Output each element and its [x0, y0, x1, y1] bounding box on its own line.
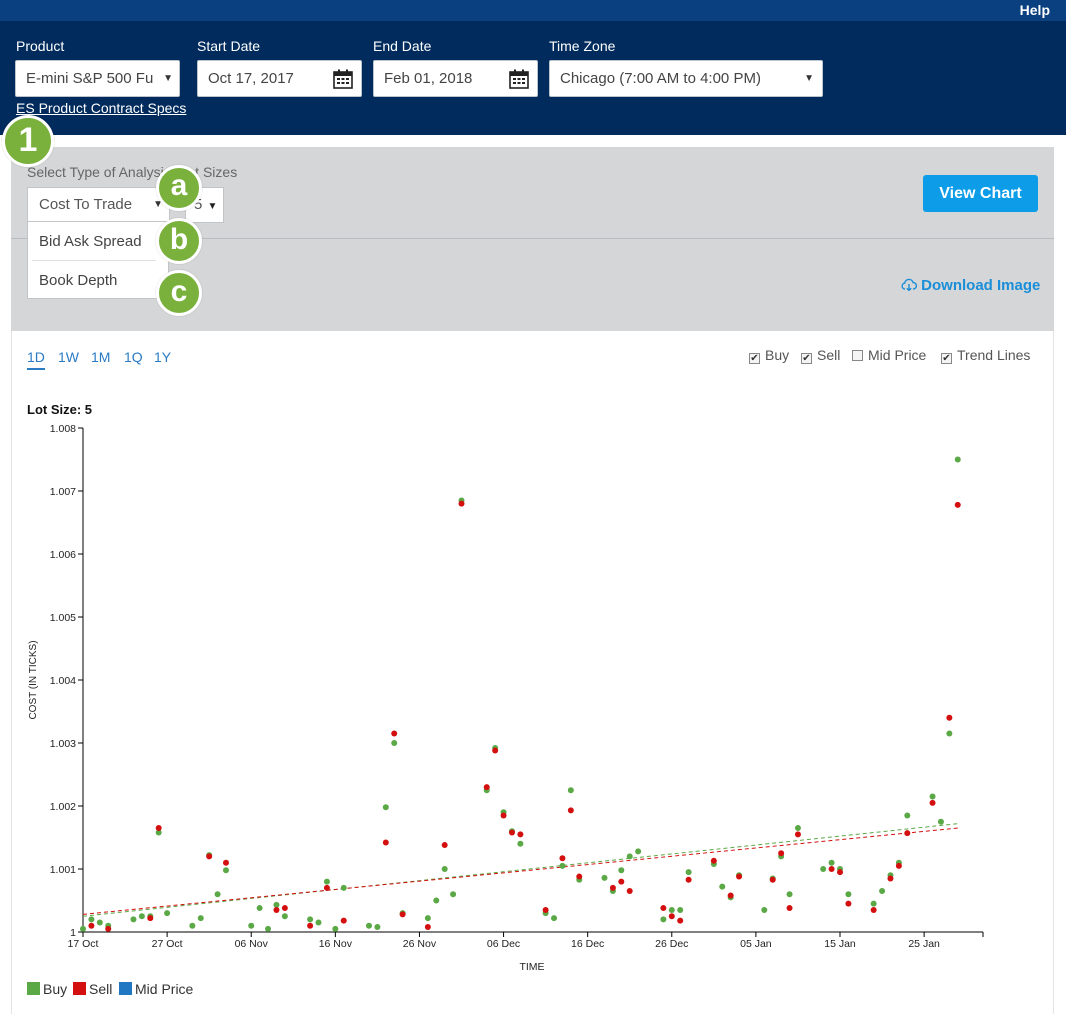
contract-specs-link[interactable]: ES Product Contract Specs	[16, 100, 187, 116]
range-tab-1q[interactable]: 1Q	[124, 349, 143, 365]
annotation-badge-c: c	[156, 270, 202, 316]
calendar-icon[interactable]	[509, 69, 529, 89]
help-link[interactable]: Help	[1019, 2, 1050, 18]
annotation-badge-b: b	[156, 218, 202, 264]
menu-item-book-depth[interactable]: Book Depth	[39, 272, 118, 289]
range-tab-1d[interactable]: 1D	[27, 349, 45, 370]
lot-size-title: Lot Size: 5	[27, 402, 93, 417]
analysis-type-select[interactable]: Cost To Trade ▼	[27, 187, 170, 223]
range-tab-1w[interactable]: 1W	[58, 349, 79, 365]
chevron-down-icon: ▼	[207, 201, 218, 212]
chart-area	[11, 331, 1054, 1014]
download-image-link[interactable]: Download Image	[901, 277, 1040, 294]
legend-buy: Buy	[27, 981, 67, 997]
chevron-down-icon: ▼	[804, 73, 814, 84]
toggle-sell[interactable]: ✔ Sell	[801, 347, 841, 364]
product-select[interactable]: E-mini S&P 500 Fu ▼	[15, 60, 180, 97]
legend-swatch-mid-price	[119, 982, 132, 995]
product-label: Product	[16, 38, 65, 54]
step-badge: 1	[2, 115, 54, 167]
toggle-buy[interactable]: ✔ Buy	[749, 347, 790, 364]
calendar-icon[interactable]	[333, 69, 353, 89]
annotation-badge-a: a	[156, 165, 202, 211]
timezone-select[interactable]: Chicago (7:00 AM to 4:00 PM) ▼	[549, 60, 823, 97]
checkbox-mid-price[interactable]	[852, 350, 863, 361]
legend-swatch-buy	[27, 982, 40, 995]
legend-swatch-sell	[73, 982, 86, 995]
start-date-input[interactable]: Oct 17, 2017	[197, 60, 362, 97]
legend-sell: Sell	[73, 981, 112, 997]
range-tab-1m[interactable]: 1M	[91, 349, 111, 365]
chevron-down-icon: ▼	[163, 73, 173, 84]
product-value: E-mini S&P 500 Fu	[26, 70, 154, 87]
toggle-mid-price[interactable]: Mid Price	[852, 347, 926, 363]
legend-mid-price: Mid Price	[119, 981, 193, 997]
timezone-value: Chicago (7:00 AM to 4:00 PM)	[560, 70, 761, 87]
range-tab-1y[interactable]: 1Y	[154, 349, 172, 365]
timezone-label: Time Zone	[549, 38, 616, 54]
start-date-label: Start Date	[197, 38, 261, 54]
cloud-download-icon	[901, 278, 918, 292]
toggle-trend-lines[interactable]: ✔ Trend Lines	[941, 347, 1031, 364]
checkbox-trend-lines[interactable]: ✔	[941, 353, 952, 364]
end-date-value: Feb 01, 2018	[384, 70, 473, 87]
end-date-label: End Date	[373, 38, 432, 54]
end-date-input[interactable]: Feb 01, 2018	[373, 60, 538, 97]
menu-item-bid-ask-spread[interactable]: Bid Ask Spread	[39, 233, 142, 250]
checkbox-sell[interactable]: ✔	[801, 353, 812, 364]
top-bar: Help	[0, 0, 1066, 21]
analysis-type-label: Select Type of Analysis Lot Sizes	[27, 164, 238, 180]
checkbox-buy[interactable]: ✔	[749, 353, 760, 364]
analysis-type-menu: Bid Ask Spread Book Depth	[27, 221, 169, 299]
menu-divider	[32, 260, 156, 261]
view-chart-button[interactable]: View Chart	[923, 175, 1038, 212]
panel-divider	[11, 238, 1054, 239]
start-date-value: Oct 17, 2017	[208, 70, 294, 87]
chevron-down-icon: ▼	[153, 199, 163, 210]
